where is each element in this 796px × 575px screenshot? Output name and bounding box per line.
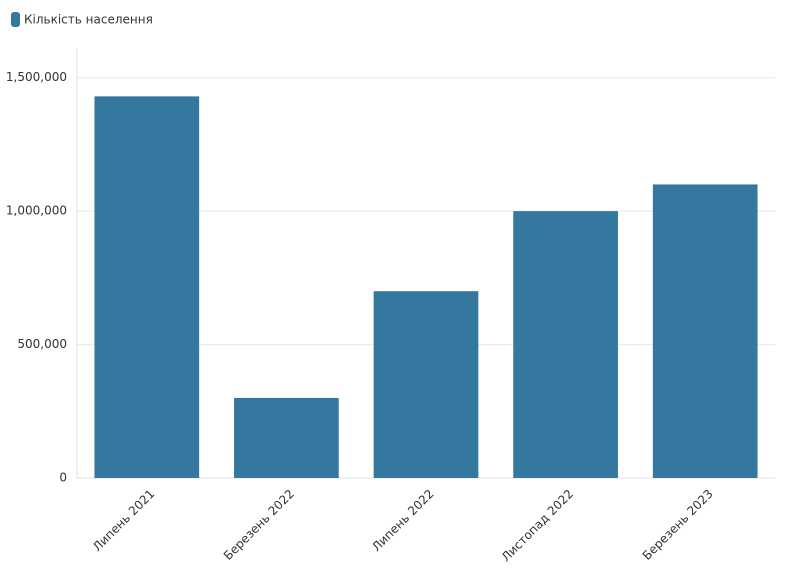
x-tick-label: Липень 2021 — [90, 487, 157, 554]
x-tick-label: Березень 2022 — [221, 487, 297, 563]
y-tick-label: 500,000 — [17, 337, 67, 351]
x-tick-label: Березень 2023 — [640, 487, 716, 563]
bar — [234, 397, 339, 478]
y-tick-label: 1,000,000 — [6, 204, 67, 218]
bar — [373, 291, 479, 478]
x-tick-label: Листопад 2022 — [499, 487, 577, 565]
bar — [652, 184, 758, 478]
x-tick-label: Липень 2022 — [369, 487, 436, 554]
bar — [94, 96, 200, 479]
bar — [513, 211, 618, 478]
y-tick-label: 0 — [59, 471, 67, 485]
y-tick-label: 1,500,000 — [6, 70, 67, 84]
legend-label: Кількість населення — [24, 13, 153, 27]
legend-swatch — [11, 12, 20, 27]
